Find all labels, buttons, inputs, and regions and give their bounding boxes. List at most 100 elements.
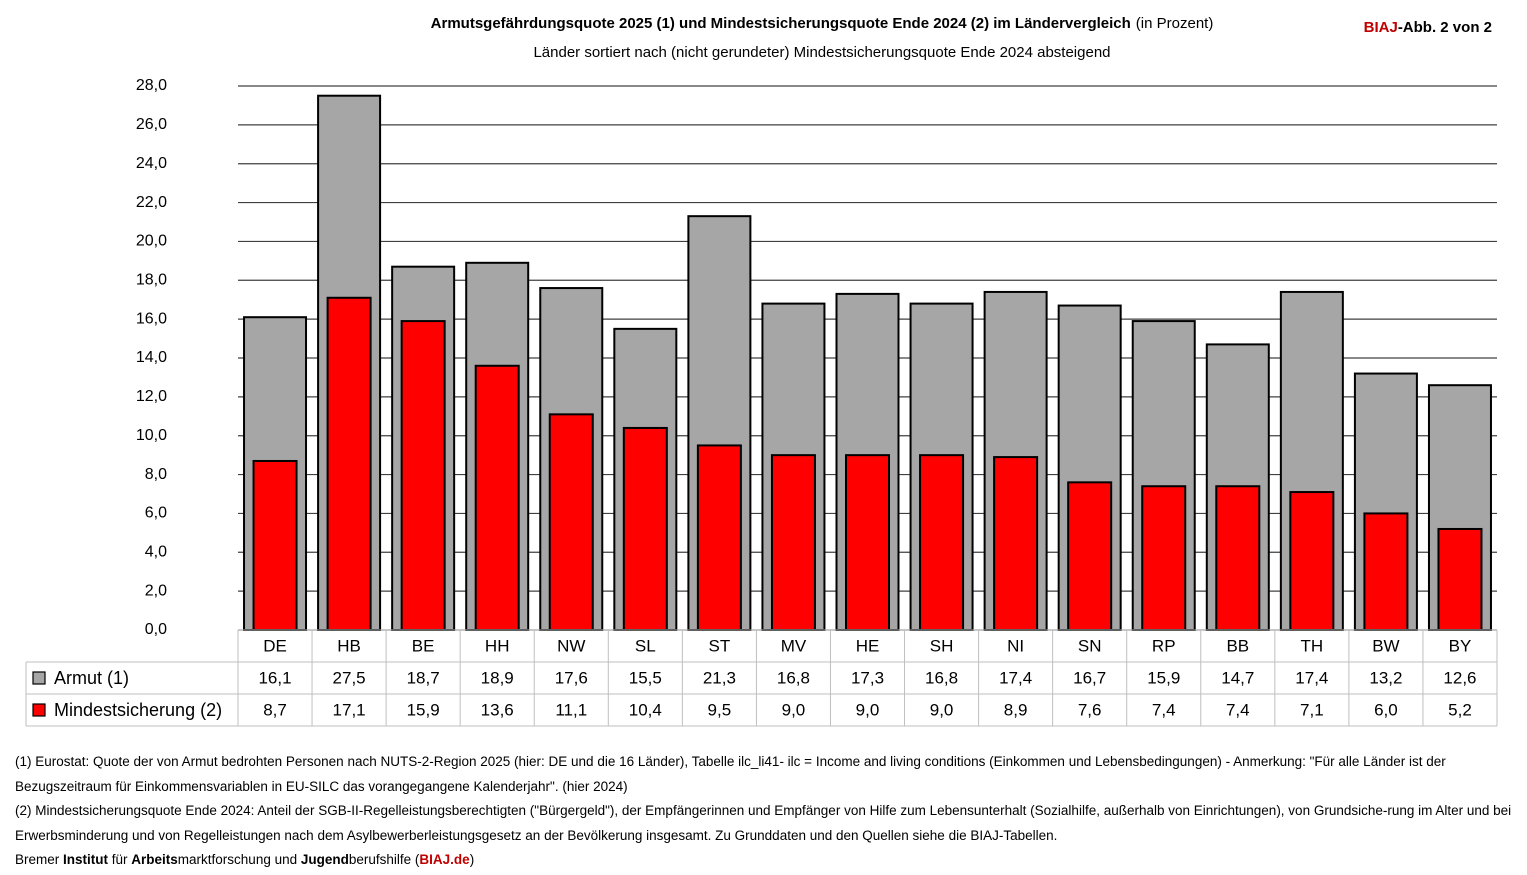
table-value: 9,0	[856, 700, 880, 719]
badge-text: -Abb. 2 von 2	[1398, 19, 1492, 36]
table-value: 7,1	[1300, 700, 1324, 719]
legend-key	[32, 703, 46, 717]
footer-part: für	[108, 852, 132, 867]
bar	[1289, 491, 1335, 631]
y-tick-label: 22,0	[136, 194, 167, 211]
footnote: (1) Eurostat: Quote der von Armut bedroh…	[15, 754, 1446, 794]
table-value: 16,1	[258, 668, 291, 687]
x-tick-label: TH	[1301, 636, 1324, 655]
y-tick-label: 8,0	[145, 466, 167, 483]
y-tick-label: 4,0	[145, 544, 167, 561]
x-tick-label: BW	[1372, 636, 1399, 655]
table-value: 17,4	[1295, 668, 1328, 687]
footnotes: (1) Eurostat: Quote der von Armut bedroh…	[15, 750, 1515, 873]
bar	[400, 320, 446, 631]
table-value: 10,4	[629, 700, 662, 719]
legend-key	[32, 671, 46, 685]
table-value: 15,9	[1147, 668, 1180, 687]
table-value: 15,5	[629, 668, 662, 687]
footer-part: )	[469, 852, 475, 867]
x-tick-label: NW	[557, 636, 585, 655]
bar	[1437, 527, 1483, 632]
y-tick-label: 18,0	[136, 272, 167, 289]
table-value: 7,4	[1226, 700, 1250, 719]
table-value: 8,9	[1004, 700, 1028, 719]
table-value: 13,6	[481, 700, 514, 719]
footer-part: Jugend	[300, 852, 349, 867]
bar	[252, 459, 298, 631]
x-tick-label: SH	[930, 636, 954, 655]
bar	[622, 426, 668, 632]
y-tick-label: 6,0	[145, 505, 167, 522]
table-value: 27,5	[333, 668, 366, 687]
footer: Bremer Institut für Arbeitsmarktforschun…	[15, 848, 1515, 873]
badge: BIAJ-Abb. 2 von 2	[1364, 19, 1492, 36]
x-tick-label: SL	[635, 636, 656, 655]
table-value: 9,0	[930, 700, 954, 719]
badge-brand: BIAJ	[1364, 19, 1398, 36]
footnote: (2) Mindestsicherungsquote Ende 2024: An…	[15, 803, 1512, 843]
bar	[474, 364, 520, 631]
x-tick-label: SN	[1078, 636, 1102, 655]
footer-part: Bremer	[15, 852, 64, 867]
table-value: 17,6	[555, 668, 588, 687]
title-main: Armutsgefährdungsquote 2025 (1) und Mind…	[431, 15, 1131, 32]
x-tick-label: NI	[1007, 636, 1024, 655]
bar	[845, 454, 890, 631]
x-tick-label: HH	[485, 636, 510, 655]
bar	[1067, 481, 1113, 632]
table-value: 17,4	[999, 668, 1032, 687]
bar	[548, 413, 594, 632]
table-value: 18,7	[407, 668, 440, 687]
y-tick-label: 26,0	[136, 116, 167, 133]
y-tick-label: 28,0	[136, 77, 167, 94]
table-value: 14,7	[1221, 668, 1254, 687]
table-value: 8,7	[263, 700, 287, 719]
table-value: 7,6	[1078, 700, 1102, 719]
bar	[696, 444, 742, 631]
y-tick-label: 12,0	[136, 388, 167, 405]
x-tick-label: MV	[781, 636, 807, 655]
y-tick-label: 20,0	[136, 233, 167, 250]
table-value: 16,8	[925, 668, 958, 687]
bar	[770, 454, 816, 631]
table-value: 17,3	[851, 668, 884, 687]
footer-part: Institut	[63, 852, 109, 867]
x-tick-label: DE	[263, 636, 287, 655]
table-value: 18,9	[481, 668, 514, 687]
table-value: 7,4	[1152, 700, 1176, 719]
footer-part: Arbeits	[131, 852, 178, 867]
table-value: 9,0	[782, 700, 806, 719]
bar	[1363, 512, 1409, 632]
table-value: 9,5	[708, 700, 732, 719]
bar	[1141, 485, 1187, 631]
x-tick-label: ST	[709, 636, 731, 655]
table-value: 17,1	[333, 700, 366, 719]
chart: Armutsgefährdungsquote 2025 (1) und Mind…	[25, 15, 1498, 727]
y-tick-label: 14,0	[136, 349, 167, 366]
x-tick-label: BE	[412, 636, 435, 655]
footer-part: marktforschung und	[177, 852, 301, 867]
legend-label: Armut (1)	[54, 668, 129, 688]
chart-subtitle: Länder sortiert nach (nicht gerundeter) …	[533, 44, 1110, 61]
table-value: 5,2	[1448, 700, 1472, 719]
x-tick-label: HB	[337, 636, 361, 655]
y-tick-label: 24,0	[136, 155, 167, 172]
y-tick-label: 2,0	[145, 582, 167, 599]
table-value: 12,6	[1443, 668, 1476, 687]
legend-label: Mindestsicherung (2)	[54, 700, 222, 720]
x-tick-label: BY	[1449, 636, 1472, 655]
x-tick-label: RP	[1152, 636, 1176, 655]
table-value: 15,9	[407, 700, 440, 719]
bar	[326, 296, 372, 631]
table-value: 21,3	[703, 668, 736, 687]
y-tick-label: 0,0	[145, 621, 167, 638]
y-tick-label: 10,0	[136, 427, 167, 444]
footer-part: berufshilfe (	[348, 852, 420, 867]
bar	[919, 454, 965, 631]
footer-part: BIAJ.de	[419, 852, 470, 867]
bar	[993, 456, 1039, 632]
table-value: 6,0	[1374, 700, 1398, 719]
title-note: (in Prozent)	[1136, 15, 1214, 32]
